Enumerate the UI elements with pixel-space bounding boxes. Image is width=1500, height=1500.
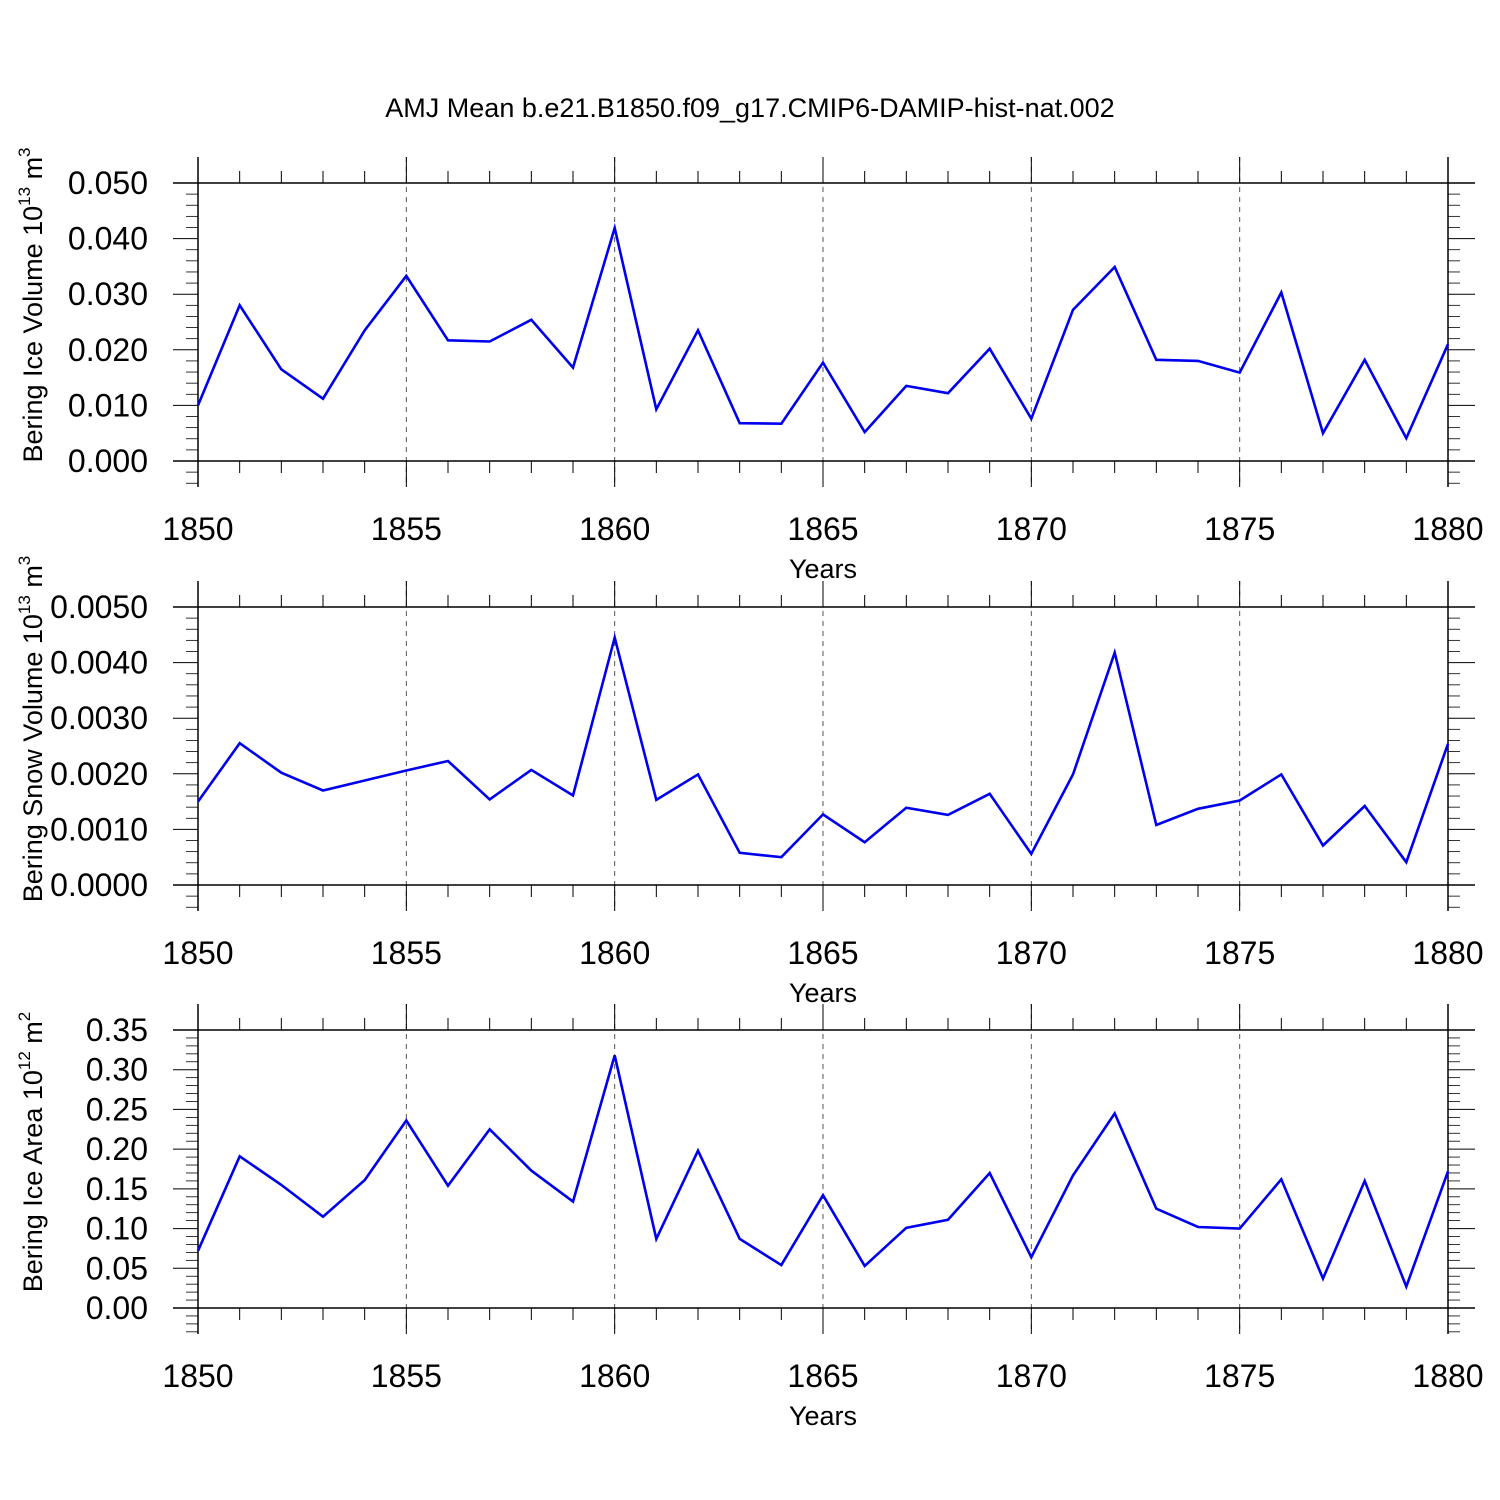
x-tick-label-1870: 1870 — [996, 1358, 1067, 1394]
y-tick-label-4: 0.20 — [86, 1131, 148, 1167]
y-axis-label-main: Bering Ice Area 10 — [18, 1070, 48, 1292]
x-tick-label-1870: 1870 — [996, 511, 1067, 547]
x-tick-label-1855: 1855 — [371, 1358, 442, 1394]
chart-panel-3: 0.00 0.050.10 0.15 0.20 0.250.30 0.35 1850 1855… — [15, 1004, 1484, 1431]
y-axis-label-main: Bering Ice Volume 10 — [18, 206, 48, 463]
x-tick-label-1880: 1880 — [1412, 1358, 1483, 1394]
x-tick-label-1880: 1880 — [1412, 511, 1483, 547]
x-tick-label-1860: 1860 — [579, 1358, 650, 1394]
x-tick-label-1865: 1865 — [787, 1358, 858, 1394]
series-line-1 — [196, 632, 1450, 865]
y-axis-label-main: Bering Snow Volume 10 — [18, 614, 48, 902]
chart-panel-1: 0.000 0.010 0.020 0.030 0.040 0.050 1850 1855 18… — [15, 147, 1484, 584]
x-tick-label-1860: 1860 — [579, 935, 650, 971]
y-axis-label-exponent: 13 — [15, 187, 34, 206]
y-tick-label-6: 0.30 — [86, 1052, 148, 1088]
series-line-1 — [196, 222, 1450, 442]
y-tick-label-1: 0.010 — [68, 387, 148, 423]
y-tick-label-3: 0.0030 — [50, 700, 148, 736]
y-axis-label: Bering Ice Area 1012 m2 — [15, 1012, 48, 1293]
x-tick-label-1850: 1850 — [162, 1358, 233, 1394]
x-tick-label-1860: 1860 — [579, 511, 650, 547]
y-tick-label-3: 0.15 — [86, 1171, 148, 1207]
y-tick-label-2: 0.10 — [86, 1211, 148, 1247]
y-axis-label-unit-exponent: 3 — [15, 556, 34, 565]
chart-panel-2: 0.0000 0.0010 0.0020 0.0030 0.0040 0.0050 1850… — [15, 556, 1484, 1008]
y-tick-label-4: 0.0040 — [50, 645, 148, 681]
y-tick-label-5: 0.050 — [68, 165, 148, 201]
y-axis-label-unit-exponent: 2 — [15, 1012, 34, 1021]
y-tick-label-5: 0.0050 — [50, 589, 148, 625]
x-tick-label-1870: 1870 — [996, 935, 1067, 971]
x-tick-label-1850: 1850 — [162, 511, 233, 547]
y-axis-label-unit: m — [18, 565, 48, 595]
x-tick-label-1855: 1855 — [371, 511, 442, 547]
x-axis-label: Years — [789, 1401, 857, 1431]
y-tick-label-0: 0.00 — [86, 1290, 148, 1326]
y-axis-label-unit: m — [18, 157, 48, 187]
y-tick-label-5: 0.25 — [86, 1091, 148, 1127]
y-tick-label-2: 0.020 — [68, 332, 148, 368]
y-axis-label: Bering Ice Volume 1013 m3 — [15, 147, 48, 462]
y-tick-label-0: 0.0000 — [50, 867, 148, 903]
series-line-1 — [196, 1055, 1450, 1291]
x-tick-label-1875: 1875 — [1204, 511, 1275, 547]
panels-container: 0.000 0.010 0.020 0.030 0.040 0.050 1850 1855 18… — [15, 147, 1484, 1431]
y-tick-label-2: 0.0020 — [50, 756, 148, 792]
x-tick-label-1875: 1875 — [1204, 935, 1275, 971]
y-tick-label-7: 0.35 — [86, 1012, 148, 1048]
y-axis-label-unit: m — [18, 1021, 48, 1051]
x-tick-label-1850: 1850 — [162, 935, 233, 971]
y-tick-label-4: 0.040 — [68, 221, 148, 257]
x-tick-label-1855: 1855 — [371, 935, 442, 971]
y-axis-label-unit-exponent: 3 — [15, 147, 34, 156]
y-tick-label-1: 0.05 — [86, 1250, 148, 1286]
x-tick-label-1865: 1865 — [787, 511, 858, 547]
x-axis-label: Years — [789, 978, 857, 1008]
y-axis-label: Bering Snow Volume 1013 m3 — [15, 556, 48, 903]
x-tick-label-1880: 1880 — [1412, 935, 1483, 971]
x-tick-label-1875: 1875 — [1204, 1358, 1275, 1394]
x-tick-label-1865: 1865 — [787, 935, 858, 971]
x-axis-label: Years — [789, 554, 857, 584]
figure-title: AMJ Mean b.e21.B1850.f09_g17.CMIP6-DAMIP… — [385, 93, 1114, 123]
y-axis-label-exponent: 12 — [15, 1051, 34, 1070]
y-tick-label-3: 0.030 — [68, 276, 148, 312]
y-axis-label-exponent: 13 — [15, 595, 34, 614]
y-tick-label-0: 0.000 — [68, 443, 148, 479]
y-tick-label-1: 0.0010 — [50, 811, 148, 847]
